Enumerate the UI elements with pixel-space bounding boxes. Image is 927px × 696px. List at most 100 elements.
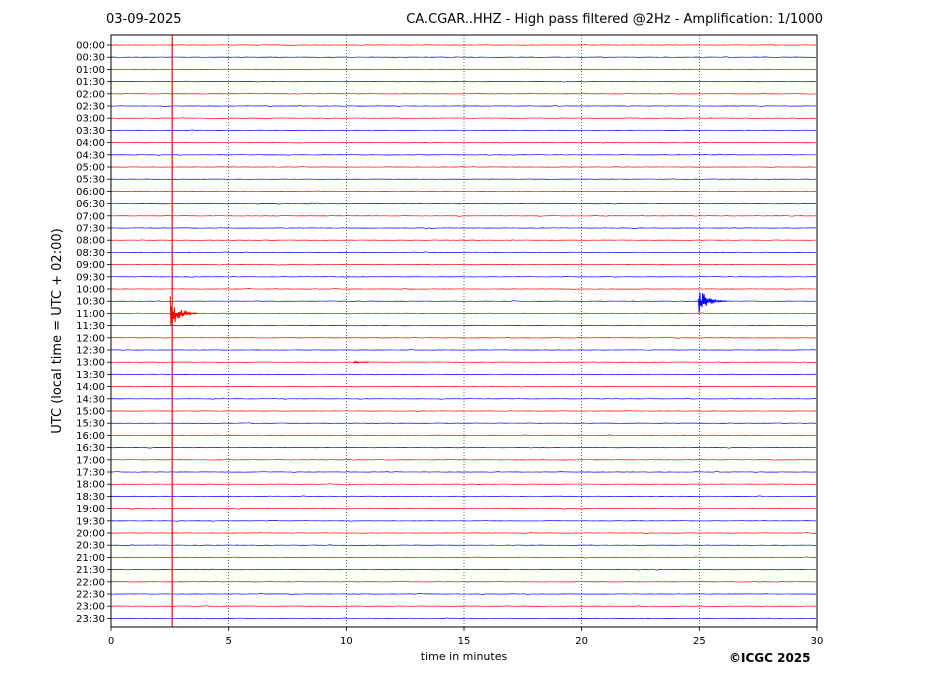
- y-tick-label: 11:30: [76, 321, 105, 332]
- y-tick-label: 17:30: [76, 468, 105, 479]
- x-tick-label: 20: [575, 636, 588, 647]
- y-tick-label: 07:00: [76, 211, 105, 222]
- y-tick-label: 01:00: [76, 65, 105, 76]
- y-tick-label: 00:30: [76, 53, 105, 64]
- y-tick-label: 06:30: [76, 199, 105, 210]
- trace-1730: [110, 471, 817, 473]
- y-tick-label: 09:30: [76, 272, 105, 283]
- vertical-grid: [228, 35, 700, 627]
- y-tick-label: 12:30: [76, 346, 105, 357]
- trace-1030: [110, 300, 817, 303]
- trace-1530: [110, 422, 817, 425]
- y-tick-label: 22:30: [76, 590, 105, 601]
- trace-1000: [110, 288, 817, 290]
- seismic-traces: [110, 44, 817, 620]
- trace-2100: [110, 556, 817, 559]
- y-tick-label: 13:30: [76, 370, 105, 381]
- x-tick-label: 10: [340, 636, 353, 647]
- y-tick-label: 06:00: [76, 187, 105, 198]
- trace-0330: [110, 129, 817, 132]
- trace-0300: [110, 117, 817, 119]
- x-tick-label: 0: [108, 636, 114, 647]
- y-tick-label: 03:30: [76, 126, 105, 137]
- trace-2230: [110, 593, 817, 595]
- y-tick-label: 08:30: [76, 248, 105, 259]
- event-markers: [169, 35, 727, 627]
- y-tick-label: 19:30: [76, 516, 105, 527]
- trace-0700: [110, 214, 817, 217]
- y-tick-label: 23:30: [76, 614, 105, 625]
- trace-2000: [110, 532, 817, 534]
- y-tick-label: 04:30: [76, 150, 105, 161]
- y-tick-label: 11:00: [76, 309, 105, 320]
- y-tick-label: 01:30: [76, 77, 105, 88]
- trace-0400: [110, 141, 817, 144]
- y-tick-label: 08:00: [76, 236, 105, 247]
- trace-1300: [110, 361, 817, 364]
- trace-1800: [110, 483, 817, 485]
- trace-1430: [110, 398, 816, 400]
- y-tick-label: 18:00: [76, 480, 105, 491]
- y-tick-label: 02:00: [76, 89, 105, 100]
- trace-1100: [110, 312, 817, 314]
- y-tick-label: 13:00: [76, 358, 105, 369]
- y-tick-label: 14:30: [76, 394, 105, 405]
- date-label: 03-09-2025: [106, 12, 182, 27]
- trace-1600: [110, 434, 817, 437]
- trace-2330: [110, 617, 817, 620]
- trace-1230: [110, 349, 817, 351]
- trace-1930: [110, 520, 817, 522]
- trace-0630: [110, 202, 817, 205]
- y-axis-label: UTC (local time = UTC + 02:00): [50, 228, 65, 433]
- y-tick-label: 15:00: [76, 407, 105, 418]
- event-burst: [698, 292, 727, 313]
- y-tick-label: 02:30: [76, 102, 105, 113]
- plot-frame: [110, 34, 818, 628]
- trace-1830: [110, 495, 817, 498]
- trace-0900: [110, 263, 817, 266]
- y-tick-label: 21:00: [76, 553, 105, 564]
- trace-0200: [110, 92, 817, 95]
- trace-0600: [110, 190, 817, 193]
- y-tick-label: 05:30: [76, 175, 105, 186]
- copyright-label: ©ICGC 2025: [729, 651, 811, 665]
- y-tick-label: 20:30: [76, 541, 105, 552]
- trace-0830: [110, 251, 817, 254]
- trace-0500: [110, 166, 817, 168]
- chart-title: CA.CGAR..HHZ - High pass filtered @2Hz -…: [406, 12, 823, 27]
- x-tick-label: 25: [693, 636, 706, 647]
- y-tick-label: 09:00: [76, 260, 105, 271]
- y-tick-label: 22:00: [76, 577, 105, 588]
- trace-0930: [110, 276, 817, 278]
- y-tick-label: 03:00: [76, 114, 105, 125]
- trace-1630: [110, 446, 817, 449]
- trace-0030: [110, 56, 816, 59]
- x-tick-label: 5: [225, 636, 231, 647]
- y-tick-label: 07:30: [76, 224, 105, 235]
- trace-2200: [110, 580, 817, 583]
- trace-2130: [110, 568, 817, 571]
- y-tick-label: 16:00: [76, 431, 105, 442]
- y-tick-label: 21:30: [76, 565, 105, 576]
- x-tick-label: 15: [458, 636, 471, 647]
- y-tick-label: 10:00: [76, 285, 105, 296]
- y-tick-label: 18:30: [76, 492, 105, 503]
- trace-1200: [110, 336, 817, 339]
- trace-1900: [110, 507, 817, 510]
- event-burst: [353, 360, 370, 364]
- event-burst: [169, 296, 199, 326]
- trace-2030: [110, 544, 817, 546]
- y-tick-label: 04:00: [76, 138, 105, 149]
- trace-0100: [110, 68, 817, 71]
- trace-1500: [110, 410, 817, 412]
- trace-0430: [110, 153, 817, 156]
- trace-1130: [110, 324, 817, 327]
- y-tick-label: 05:00: [76, 163, 105, 174]
- trace-0800: [110, 239, 817, 241]
- trace-0530: [110, 178, 817, 180]
- y-tick-label: 12:00: [76, 333, 105, 344]
- y-tick-label: 17:00: [76, 455, 105, 466]
- y-tick-label: 16:30: [76, 443, 105, 454]
- trace-0130: [110, 80, 817, 83]
